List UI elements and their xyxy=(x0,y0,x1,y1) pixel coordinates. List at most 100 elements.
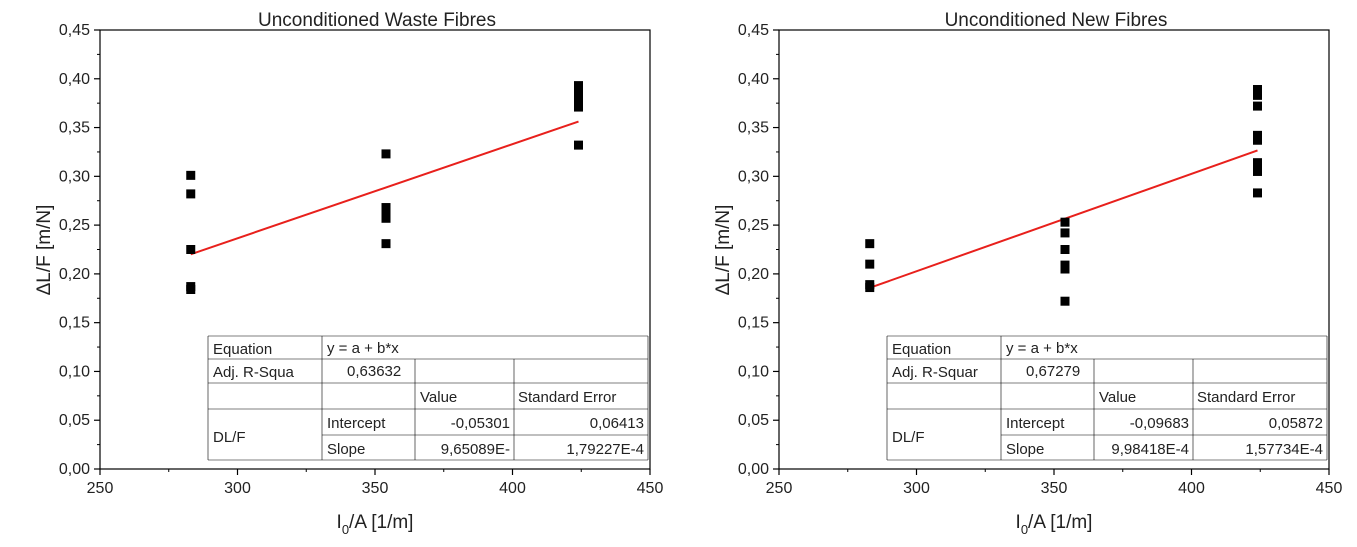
data-point xyxy=(186,189,196,199)
table-cell: 0,06413 xyxy=(590,415,644,432)
x-tick-label: 350 xyxy=(1041,480,1068,497)
table-cell: 1,57734E-4 xyxy=(1245,441,1323,458)
table-cell: Equation xyxy=(213,341,272,358)
table-cell: -0,09683 xyxy=(1130,415,1189,432)
y-tick-label: 0,35 xyxy=(738,120,769,137)
scatter-points xyxy=(865,85,1262,306)
scatter-points xyxy=(186,81,583,294)
table-cell: Adj. R-Squar xyxy=(892,364,978,381)
x-tick-label: 400 xyxy=(499,480,526,497)
data-point xyxy=(1253,130,1262,140)
data-point xyxy=(1060,264,1070,274)
data-point xyxy=(1253,135,1262,145)
table-background xyxy=(208,336,648,460)
x-tick-label: 350 xyxy=(362,480,389,497)
axis-ticks: 250 300 350 400 450 0,00 0,05 0,10 0,15 0,20 0,25 0… xyxy=(59,22,664,497)
x-axis-label-subscript: 0 xyxy=(342,522,349,537)
fit-results-table: Equation y = a + b*x Adj. R-Squar 0,67279 Va… xyxy=(886,335,1328,461)
linear-fit-line xyxy=(190,120,579,256)
table-cell: Equation xyxy=(892,341,951,358)
table-cell: 0,05872 xyxy=(1269,415,1323,432)
table-cell: Standard Error xyxy=(1197,389,1295,406)
x-tick-label: 300 xyxy=(224,480,251,497)
x-axis-label-main: I xyxy=(337,512,342,533)
table-cell: 0,63632 xyxy=(347,363,401,380)
table-cell: -0,05301 xyxy=(451,415,510,432)
data-point xyxy=(1060,245,1070,254)
y-tick-label: 0,10 xyxy=(59,363,90,380)
x-axis-label-rest: /A [1/m] xyxy=(349,512,413,533)
table-cell: 1,79227E-4 xyxy=(566,441,644,458)
table-cell: y = a + b*x xyxy=(327,340,399,357)
x-tick-label: 250 xyxy=(766,480,793,497)
table-cell: Slope xyxy=(327,441,365,458)
y-tick-label: 0,00 xyxy=(59,461,90,478)
chart-panel-waste-fibres: Unconditioned Waste Fibres 250 300 350 400 4… xyxy=(0,0,678,542)
data-point xyxy=(865,239,875,249)
x-tick-label: 450 xyxy=(1316,480,1343,497)
fit-line-group xyxy=(190,120,579,256)
data-point xyxy=(1253,162,1262,172)
data-point xyxy=(574,102,583,112)
y-tick-label: 0,35 xyxy=(59,120,90,137)
table-cell: Adj. R-Squa xyxy=(213,364,295,381)
plot-frame xyxy=(778,29,1330,470)
data-point xyxy=(865,283,875,293)
data-point xyxy=(186,245,196,254)
x-tick-label: 250 xyxy=(87,480,114,497)
x-axis-label: I0/A [1/m] xyxy=(1016,512,1093,537)
fit-results-table: Equation y = a + b*x Adj. R-Squa 0,63632 Val… xyxy=(207,335,649,461)
table-cell: DL/F xyxy=(213,429,246,446)
table-cell: Value xyxy=(420,389,457,406)
data-point xyxy=(574,95,583,105)
data-point xyxy=(1253,90,1262,100)
y-tick-label: 0,45 xyxy=(59,22,90,39)
table-cell: y = a + b*x xyxy=(1006,340,1078,357)
table-cell: Value xyxy=(1099,389,1136,406)
x-axis-label-subscript: 0 xyxy=(1021,522,1028,537)
chart-waste-fibres-svg: Unconditioned Waste Fibres 250 300 350 400 4… xyxy=(34,10,664,537)
y-tick-label: 0,20 xyxy=(59,266,90,283)
y-tick-label: 0,00 xyxy=(738,461,769,478)
chart-title: Unconditioned Waste Fibres xyxy=(258,10,496,31)
table-cell: 0,67279 xyxy=(1026,363,1080,380)
chart-new-fibres-svg: Unconditioned New Fibres 250 300 350 400 450… xyxy=(713,10,1343,537)
data-point xyxy=(1060,296,1070,306)
table-cell: Standard Error xyxy=(518,389,616,406)
data-point xyxy=(1253,85,1262,95)
data-point xyxy=(381,239,391,249)
data-point xyxy=(381,149,391,159)
y-tick-label: 0,15 xyxy=(738,315,769,332)
data-point xyxy=(574,90,583,100)
data-point xyxy=(381,203,391,213)
y-axis-label: ΔL/F [m/N] xyxy=(713,205,734,296)
y-tick-label: 0,30 xyxy=(59,168,90,185)
data-point xyxy=(865,259,875,269)
table-background xyxy=(887,336,1327,460)
data-point xyxy=(1253,188,1262,198)
y-tick-label: 0,25 xyxy=(738,217,769,234)
y-tick-label: 0,05 xyxy=(738,412,769,429)
y-tick-label: 0,15 xyxy=(59,315,90,332)
y-tick-label: 0,45 xyxy=(738,22,769,39)
data-point xyxy=(186,170,196,180)
data-point xyxy=(574,81,583,91)
x-axis-label-rest: /A [1/m] xyxy=(1028,512,1092,533)
x-axis-label-main: I xyxy=(1016,512,1021,533)
y-tick-label: 0,30 xyxy=(738,168,769,185)
x-axis-label: I0/A [1/m] xyxy=(337,512,414,537)
data-point xyxy=(186,284,196,294)
data-point xyxy=(574,85,583,95)
data-point xyxy=(574,140,583,150)
table-cell: Intercept xyxy=(1006,415,1065,432)
table-cell: 9,65089E- xyxy=(441,441,510,458)
y-tick-label: 0,20 xyxy=(738,266,769,283)
y-tick-label: 0,40 xyxy=(59,71,90,88)
table-cell: 9,98418E-4 xyxy=(1111,441,1189,458)
table-cell: Intercept xyxy=(327,415,386,432)
axis-ticks: 250 300 350 400 450 0,00 0,05 0,10 0,15 0,20 0,25 0… xyxy=(738,22,1343,497)
table-cell: Slope xyxy=(1006,441,1044,458)
data-point xyxy=(1253,166,1262,176)
y-tick-label: 0,10 xyxy=(738,363,769,380)
chart-panel-new-fibres: Unconditioned New Fibres 250 300 350 400 450… xyxy=(679,0,1357,542)
